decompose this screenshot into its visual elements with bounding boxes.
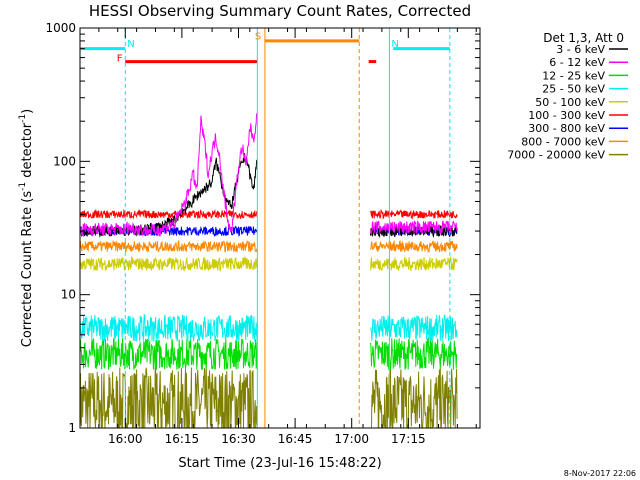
- y-tick-label-0: 1: [68, 421, 76, 435]
- y-tick-label-3: 1000: [45, 21, 76, 35]
- series-line-50-100kev-seg0: [79, 255, 258, 272]
- x-tick-label-2: 16:30: [221, 432, 256, 446]
- series-line-3-6kev-seg0: [79, 153, 258, 238]
- legend-header: Det 1,3, Att 0: [543, 31, 624, 45]
- y-tick-label-1: 10: [61, 288, 76, 302]
- y-axis-label-part3: ): [20, 109, 35, 114]
- x-tick-label-1: 16:15: [165, 432, 200, 446]
- x-tick-label-5: 17:15: [391, 432, 426, 446]
- plot-frame: [79, 27, 481, 429]
- series-line-800-7000kev-seg0: [79, 239, 258, 254]
- y-axis-label-sup1: -1: [18, 182, 28, 191]
- x-tick-label-0: 16:00: [108, 432, 143, 446]
- series-line-25-50kev-seg0: [79, 314, 258, 342]
- legend-label-6: 300 - 800 keV: [528, 122, 605, 135]
- legend-label-4: 50 - 100 keV: [535, 96, 605, 109]
- f-marker: F: [117, 54, 123, 65]
- x-tick-label-4: 17:00: [334, 432, 369, 446]
- y-axis-label-sup2: -1: [18, 114, 28, 123]
- legend-label-5: 100 - 300 keV: [528, 109, 605, 122]
- series-line-7000-20000kev-seg1: [370, 367, 458, 430]
- x-axis-label: Start Time (23-Jul-16 15:48:22): [178, 456, 381, 471]
- legend-label-8: 7000 - 20000 keV: [507, 149, 605, 162]
- series-line-6-12kev-seg0: [79, 113, 258, 237]
- series-line-100-300kev-seg1: [370, 209, 458, 220]
- series-line-7000-20000kev-seg0: [79, 365, 258, 429]
- n-marker-left: N: [127, 39, 134, 50]
- series-line-25-50kev-seg1: [370, 314, 458, 342]
- legend-label-7: 800 - 7000 keV: [521, 135, 605, 148]
- series-line-50-100kev-seg1: [370, 255, 458, 272]
- series-line-12-25kev-seg0: [79, 337, 258, 370]
- chart-title: HESSI Observing Summary Count Rates, Cor…: [89, 2, 471, 20]
- series-line-800-7000kev-seg1: [370, 239, 458, 254]
- legend-label-0: 3 - 6 keV: [556, 43, 605, 56]
- y-axis-label-part2: detector: [20, 122, 35, 182]
- attenuator-markers: N NFS: [80, 28, 451, 428]
- n-marker-right: N: [391, 39, 398, 50]
- x-tick-label-3: 16:45: [278, 432, 313, 446]
- s-marker: S: [255, 31, 261, 42]
- y-axis-label: Corrected Count Rate (s-1 detector-1): [18, 109, 35, 347]
- y-tick-label-2: 100: [53, 154, 76, 168]
- y-axis-label-part1: Corrected Count Rate (s: [20, 191, 35, 348]
- axes: 16:00 16:15 16:30 16:45 17:00 17:15 1 10 100 1000: [45, 21, 480, 446]
- series-line-100-300kev-seg0: [79, 208, 258, 220]
- data-layer: [79, 113, 458, 430]
- legend-label-1: 6 - 12 keV: [549, 56, 605, 69]
- series-line-12-25kev-seg1: [370, 336, 458, 370]
- footer-timestamp: 8-Nov-2017 22:06: [564, 469, 636, 478]
- legend-label-3: 25 - 50 keV: [542, 83, 605, 96]
- legend-label-2: 12 - 25 keV: [542, 69, 605, 82]
- series-line-6-12kev-seg1: [370, 220, 458, 235]
